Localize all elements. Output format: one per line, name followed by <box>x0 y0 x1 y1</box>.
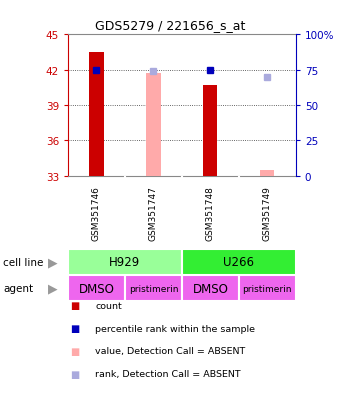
Text: ■: ■ <box>70 369 80 379</box>
Text: ■: ■ <box>70 301 80 311</box>
Text: pristimerin: pristimerin <box>242 284 292 293</box>
Text: GSM351749: GSM351749 <box>263 185 272 240</box>
Text: pristimerin: pristimerin <box>129 284 178 293</box>
Text: DMSO: DMSO <box>192 282 228 295</box>
Text: DMSO: DMSO <box>79 282 115 295</box>
Text: GSM351746: GSM351746 <box>92 185 101 240</box>
Text: ▶: ▶ <box>48 256 57 268</box>
Bar <box>68 249 182 275</box>
Text: H929: H929 <box>109 256 140 268</box>
Text: count: count <box>95 301 122 310</box>
Text: ■: ■ <box>70 346 80 356</box>
Bar <box>68 275 125 301</box>
Text: GDS5279 / 221656_s_at: GDS5279 / 221656_s_at <box>95 19 245 31</box>
Text: ■: ■ <box>70 323 80 333</box>
Bar <box>89 53 104 176</box>
Bar <box>182 275 239 301</box>
Bar <box>260 171 274 176</box>
Bar <box>146 74 160 176</box>
Text: ▶: ▶ <box>48 282 57 295</box>
Text: U266: U266 <box>223 256 254 268</box>
Text: agent: agent <box>3 283 34 293</box>
Bar <box>239 275 296 301</box>
Text: value, Detection Call = ABSENT: value, Detection Call = ABSENT <box>95 347 245 356</box>
Text: cell line: cell line <box>3 257 44 267</box>
Text: GSM351747: GSM351747 <box>149 185 158 240</box>
Text: GSM351748: GSM351748 <box>206 185 215 240</box>
Bar <box>182 249 296 275</box>
Text: rank, Detection Call = ABSENT: rank, Detection Call = ABSENT <box>95 369 241 378</box>
Text: percentile rank within the sample: percentile rank within the sample <box>95 324 255 333</box>
Bar <box>125 275 182 301</box>
Bar <box>203 86 218 176</box>
